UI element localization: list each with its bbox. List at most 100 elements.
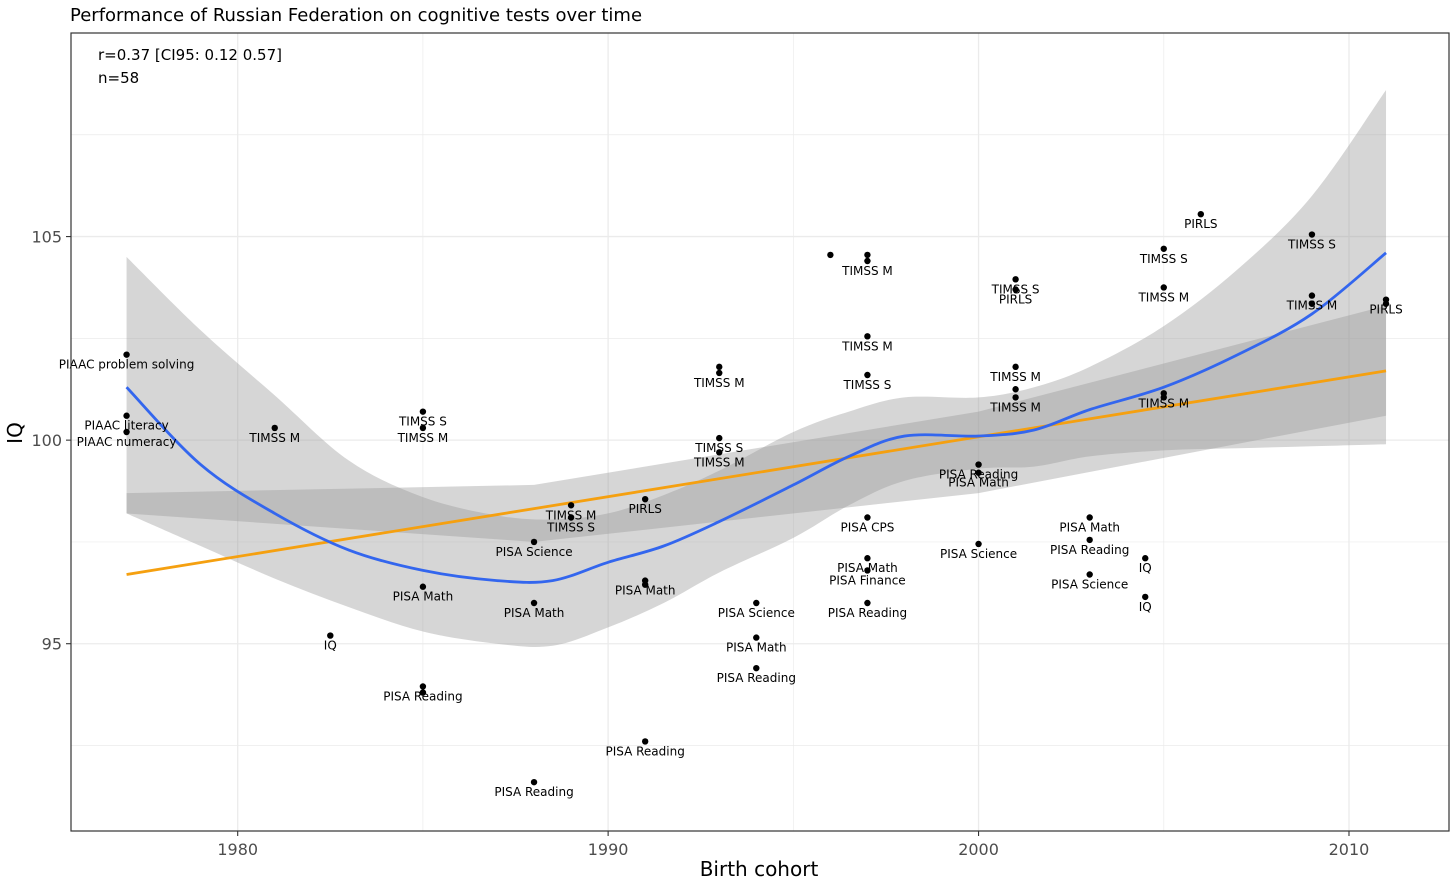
point-label: PIAAC problem solving	[59, 358, 195, 372]
point-label: PISA Math	[948, 476, 1009, 490]
data-point	[1308, 300, 1316, 307]
data-point	[864, 599, 871, 607]
plot-panel: PIAAC problem solving PIAAC literacy PIAAC…	[59, 32, 1450, 832]
data-point	[864, 333, 871, 340]
data-point	[753, 664, 760, 672]
data-point	[1012, 394, 1019, 401]
data-point	[530, 538, 538, 546]
data-point	[1086, 514, 1093, 521]
point-label: PISA CPS	[840, 521, 894, 535]
point-label: PIRLS	[628, 502, 661, 516]
data-point	[1086, 571, 1093, 578]
panel-border	[70, 32, 1450, 832]
point-label: PISA Science	[495, 545, 572, 559]
point-label: TIMSS M	[248, 431, 300, 445]
data-point	[641, 495, 649, 503]
y-tick-label: 100	[31, 431, 62, 450]
point-label: IQ	[324, 639, 337, 653]
grid	[71, 32, 1449, 831]
point-label: PISA Finance	[829, 573, 906, 587]
point-label: PIRLS	[1184, 217, 1217, 231]
point-label: TIMSS S	[546, 521, 595, 535]
data-point	[864, 567, 871, 574]
point-label: PIRLS	[1369, 303, 1402, 317]
x-axis-title: Birth cohort	[700, 857, 819, 881]
point-label: PISA Reading	[828, 606, 907, 620]
data-point	[1382, 300, 1390, 307]
data-point	[1142, 555, 1149, 562]
y-tick-label: 105	[31, 228, 62, 247]
data-point	[716, 449, 723, 456]
data-point	[827, 251, 834, 259]
point-label: TIMSS S	[991, 282, 1040, 296]
y-axis-title: IQ	[3, 422, 27, 444]
point-label: IQ	[1139, 561, 1152, 575]
point-label: PISA Math	[615, 584, 676, 598]
data-point	[864, 257, 871, 265]
point-label: PISA Reading	[605, 744, 684, 758]
point-labels: PIAAC problem solving PIAAC literacy PIAAC…	[59, 217, 1403, 799]
data-points	[123, 210, 1390, 786]
data-point	[419, 689, 427, 696]
point-label: PISA Reading	[717, 671, 796, 685]
point-label: TIMSS M	[989, 370, 1041, 384]
point-label: TIMSS M	[841, 264, 893, 278]
data-point	[975, 469, 982, 476]
data-point	[1197, 210, 1205, 218]
data-point	[327, 632, 334, 639]
data-point	[864, 555, 871, 562]
data-point	[1160, 394, 1167, 401]
loess-fit-line	[125, 251, 1387, 584]
data-point	[864, 514, 871, 521]
point-label: IQ	[1139, 600, 1152, 614]
data-point	[753, 634, 760, 641]
data-point	[123, 428, 130, 436]
data-point	[530, 599, 538, 607]
fit-lines	[125, 251, 1387, 584]
data-point	[1308, 292, 1316, 299]
data-point	[1012, 276, 1019, 283]
data-point	[567, 514, 575, 521]
data-point	[1160, 245, 1167, 252]
data-point	[419, 683, 427, 690]
axis-ticks: 1980 1990 2000 2010 95 100 105	[31, 228, 1369, 859]
point-label: PIAAC literacy	[84, 419, 168, 433]
point-label: PISA Reading	[939, 468, 1018, 482]
point-label: TIMSS S	[398, 415, 447, 429]
data-point	[1308, 231, 1316, 238]
point-label: TIMSS M	[693, 455, 745, 469]
point-label: PISA Science	[940, 547, 1017, 561]
data-point	[864, 251, 871, 259]
data-point	[567, 502, 575, 509]
point-label: PISA Reading	[383, 689, 462, 703]
point-label: PISA Math	[837, 561, 898, 575]
point-label: PISA Math	[393, 590, 454, 604]
data-point	[1142, 593, 1149, 601]
data-point	[975, 461, 982, 468]
point-label: PISA Science	[1051, 578, 1128, 592]
correlation-annotation: r=0.37 [CI95: 0.12 0.57]	[98, 46, 282, 64]
data-point	[1012, 363, 1019, 371]
point-label: TIMSS M	[1286, 299, 1338, 313]
data-point	[1012, 286, 1019, 293]
sample-size-annotation: n=58	[98, 69, 139, 87]
loess-confidence-band	[126, 90, 1387, 647]
x-tick-label: 1990	[588, 840, 629, 859]
point-label: TIMSS S	[1139, 252, 1188, 266]
point-label: PIRLS	[999, 293, 1032, 307]
data-point	[716, 369, 723, 377]
point-label: TIMSS S	[842, 378, 891, 392]
data-point	[1160, 284, 1167, 291]
point-label: TIMSS S	[1287, 238, 1336, 252]
data-point	[123, 351, 130, 358]
x-tick-label: 2000	[958, 840, 999, 859]
point-label: PISA Math	[504, 606, 565, 620]
point-label: PISA Reading	[494, 785, 573, 799]
data-point	[975, 540, 982, 548]
x-tick-label: 1980	[217, 840, 258, 859]
point-label: PISA Reading	[1050, 543, 1129, 557]
data-point	[1086, 536, 1093, 544]
chart-title: Performance of Russian Federation on cog…	[70, 5, 642, 26]
data-point	[641, 738, 649, 745]
